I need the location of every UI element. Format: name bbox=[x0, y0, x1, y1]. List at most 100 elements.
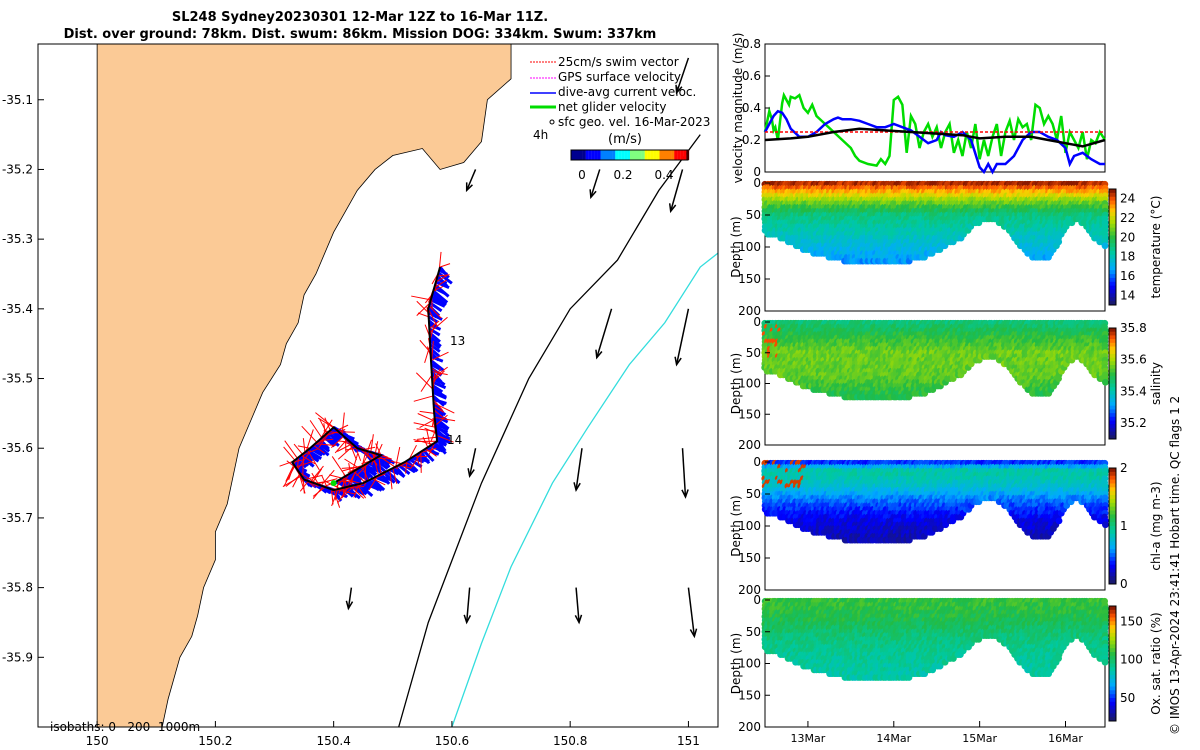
dive-avg-vector bbox=[433, 441, 447, 455]
sfc-current-arrowhead bbox=[574, 614, 583, 625]
sfc-current-arrow bbox=[669, 169, 684, 212]
swim-vector bbox=[424, 427, 437, 434]
map-y-tick-label: -35.6 bbox=[2, 441, 33, 455]
sfc-current-arrow bbox=[468, 448, 477, 477]
swim-vector bbox=[336, 443, 353, 452]
legend-sfc-marker bbox=[549, 119, 555, 125]
colorbar-cell bbox=[1109, 212, 1116, 217]
sfc-current-arrow bbox=[596, 308, 613, 358]
map-y-tick-label: -35.8 bbox=[2, 581, 33, 595]
swim-vector bbox=[302, 453, 305, 476]
colorbar-cell bbox=[621, 150, 625, 160]
swim-vector bbox=[433, 279, 447, 289]
colorbar-cell bbox=[1109, 239, 1116, 244]
dive-avg-vector bbox=[385, 470, 401, 485]
colorbar-cell bbox=[582, 150, 586, 160]
swim-vector bbox=[283, 465, 296, 487]
colorbar-cell bbox=[600, 150, 604, 160]
sfc-current-arrowhead bbox=[681, 489, 689, 499]
swim-vector bbox=[417, 436, 437, 440]
sfc-current-arrow bbox=[347, 587, 353, 609]
dive-avg-vector bbox=[373, 457, 389, 470]
coastline-land bbox=[96, 44, 512, 727]
colorbar-cell bbox=[662, 150, 666, 160]
dive-avg-vector bbox=[434, 420, 448, 429]
colorbar-cell bbox=[1109, 281, 1116, 287]
swim-vector bbox=[433, 409, 445, 419]
swim-vector bbox=[345, 447, 358, 451]
colorbar-tick-label: 18 bbox=[1120, 250, 1135, 264]
swim-vector bbox=[430, 351, 449, 362]
colorbar-cell bbox=[671, 150, 675, 160]
swim-vector bbox=[313, 444, 325, 454]
swim-vector bbox=[337, 480, 354, 483]
swim-vector bbox=[331, 435, 345, 448]
colorbar-cell bbox=[659, 150, 663, 160]
swim-vector bbox=[439, 263, 451, 268]
colorbar-tick-label: 24 bbox=[1120, 192, 1135, 206]
swim-vector bbox=[395, 446, 401, 467]
dive-avg-vector bbox=[362, 481, 378, 490]
colorbar-cell bbox=[624, 150, 628, 160]
swim-vector bbox=[415, 372, 434, 390]
colorbar-cell bbox=[632, 150, 637, 160]
swim-vector bbox=[436, 434, 454, 443]
colorbar-cell bbox=[635, 150, 639, 160]
colorbar-cell bbox=[618, 150, 622, 160]
swim-vector bbox=[378, 458, 382, 475]
swim-vector bbox=[283, 446, 296, 461]
swim-vector bbox=[351, 453, 359, 473]
dive-avg-vector bbox=[427, 315, 439, 324]
swim-vector bbox=[389, 469, 393, 490]
dive-avg-vector bbox=[309, 446, 323, 457]
dive-avg-vector bbox=[430, 355, 444, 363]
colorbar-cell bbox=[1109, 247, 1116, 252]
sfc-current-arrowhead bbox=[668, 203, 677, 214]
title-line-1: SL248 Sydney20230301 12-Mar 12Z to 16-Ma… bbox=[171, 10, 549, 25]
colorbar-cell bbox=[1109, 223, 1116, 229]
swim-vector bbox=[370, 434, 374, 453]
swim-vector bbox=[428, 442, 436, 456]
swim-vector bbox=[315, 443, 336, 446]
swim-vector bbox=[419, 418, 436, 429]
swim-vector bbox=[366, 439, 372, 452]
dive-avg-vector bbox=[438, 268, 449, 276]
dive-avg-vector bbox=[432, 398, 447, 405]
dive-avg-vector bbox=[429, 339, 441, 350]
colorbar-cell bbox=[1109, 216, 1116, 221]
map-legend: 25cm/s swim vector GPS surface velocity … bbox=[530, 55, 710, 182]
map-y-tick-label: -35.3 bbox=[2, 232, 33, 246]
dive-avg-vector bbox=[314, 442, 330, 457]
velocity-panel-frame bbox=[764, 43, 1106, 173]
dive-avg-vector bbox=[371, 477, 386, 492]
map-y-tick-label: -35.1 bbox=[2, 93, 33, 107]
colorbar-cell bbox=[612, 150, 616, 160]
swim-vector bbox=[350, 485, 365, 499]
dive-avg-vector bbox=[374, 475, 389, 484]
colorbar-cell bbox=[603, 150, 607, 160]
sfc-current-arrow bbox=[575, 448, 583, 491]
map-y-tick-label: -35.4 bbox=[2, 302, 33, 316]
colorbar-cell bbox=[1109, 227, 1116, 233]
colorbar-cell bbox=[1109, 262, 1116, 267]
colorbar-cell bbox=[1109, 254, 1116, 260]
legend-sfc-label: sfc geo. vel. 16-Mar-2023 bbox=[558, 115, 710, 129]
dive-avg-vector bbox=[434, 421, 449, 432]
swim-vector bbox=[416, 428, 437, 432]
colorbar-cell bbox=[615, 150, 619, 160]
legend-swim-label: 25cm/s swim vector bbox=[558, 55, 679, 69]
velocity-series-line bbox=[764, 127, 1106, 148]
map-y-tick-label: -35.2 bbox=[2, 162, 33, 176]
swim-vector bbox=[417, 312, 429, 318]
colorbar-cell bbox=[653, 150, 657, 160]
sfc-current-arrowhead bbox=[345, 600, 354, 611]
dive-avg-vector bbox=[429, 347, 441, 358]
sfc-current-arrow bbox=[675, 308, 690, 365]
sfc-current-arrowhead bbox=[675, 84, 683, 95]
isobath-1000m bbox=[451, 252, 718, 727]
dive-avg-vector bbox=[429, 444, 444, 453]
swim-vector bbox=[341, 412, 345, 435]
swim-vector bbox=[348, 440, 357, 461]
swim-vector bbox=[284, 440, 298, 459]
